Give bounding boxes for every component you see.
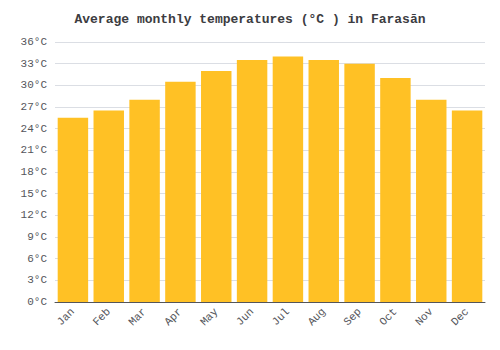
svg-text:May: May (198, 305, 221, 328)
svg-text:Sep: Sep (341, 306, 363, 328)
svg-text:Apr: Apr (162, 306, 184, 328)
svg-text:9°C: 9°C (27, 231, 47, 243)
svg-text:Aug: Aug (306, 306, 328, 328)
svg-text:Jan: Jan (55, 306, 77, 328)
svg-text:Nov: Nov (413, 305, 436, 328)
svg-text:0°C: 0°C (27, 296, 47, 308)
svg-text:24°C: 24°C (21, 123, 48, 135)
svg-text:27°C: 27°C (21, 101, 48, 113)
svg-text:15°C: 15°C (21, 188, 48, 200)
svg-text:12°C: 12°C (21, 209, 48, 221)
svg-text:18°C: 18°C (21, 166, 48, 178)
svg-text:Average monthly temperatures (: Average monthly temperatures (°C ) in Fa… (74, 12, 425, 27)
svg-text:33°C: 33°C (21, 58, 48, 70)
svg-text:6°C: 6°C (27, 253, 47, 265)
svg-text:Jun: Jun (234, 306, 256, 328)
svg-text:Jul: Jul (270, 306, 292, 328)
svg-text:Oct: Oct (377, 306, 399, 328)
svg-text:Feb: Feb (91, 306, 113, 328)
svg-text:30°C: 30°C (21, 79, 48, 91)
svg-text:Mar: Mar (126, 306, 148, 328)
svg-text:3°C: 3°C (27, 274, 47, 286)
svg-text:Dec: Dec (449, 306, 471, 328)
svg-text:36°C: 36°C (21, 36, 48, 48)
svg-text:21°C: 21°C (21, 144, 48, 156)
